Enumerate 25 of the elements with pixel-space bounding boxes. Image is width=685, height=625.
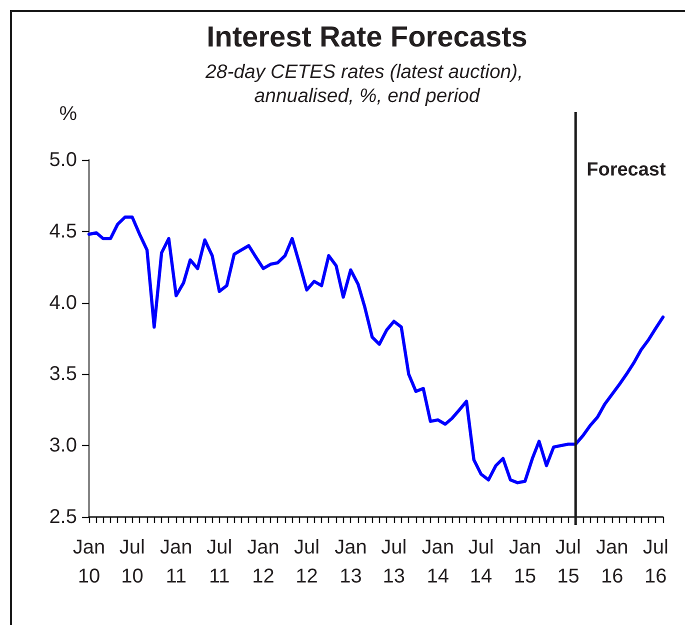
x-tick-label: Jul 14 (468, 536, 494, 588)
y-tick-label: 3.5 (49, 363, 77, 386)
x-tick-label: Jul 16 (642, 536, 668, 588)
x-tick-label: Jul 11 (206, 536, 232, 588)
y-tick-label: 4.5 (49, 220, 77, 242)
y-tick-label: 2.5 (49, 506, 77, 528)
x-tick-label: Jul 10 (119, 536, 146, 588)
x-tick-label: Jan 12 (247, 536, 280, 588)
y-tick-label: 3.0 (49, 434, 77, 457)
x-tick-label: Jan 11 (160, 536, 192, 588)
x-tick-label: Jul 12 (294, 536, 320, 588)
x-tick-label: Jul 13 (381, 536, 407, 588)
y-axis-title: % (59, 103, 78, 125)
x-tick-label: Jan 10 (72, 536, 106, 588)
ref-line-label: Forecast (586, 160, 666, 180)
chart-title: Interest Rate Forecasts (206, 22, 528, 54)
y-tick-label: 4.0 (49, 292, 77, 314)
x-tick-label: Jan 16 (596, 536, 628, 588)
x-tick-label: Jan 15 (508, 536, 542, 588)
x-tick-label: Jan 13 (334, 536, 367, 588)
chart-subtitle: 28-day CETES rates (latest auction), annualised, %, end period (204, 61, 528, 107)
x-tick-label: Jan 14 (422, 536, 454, 588)
y-tick-label: 5.0 (49, 149, 77, 171)
x-tick-label: Jul 15 (555, 536, 581, 588)
line-series (87, 216, 665, 484)
